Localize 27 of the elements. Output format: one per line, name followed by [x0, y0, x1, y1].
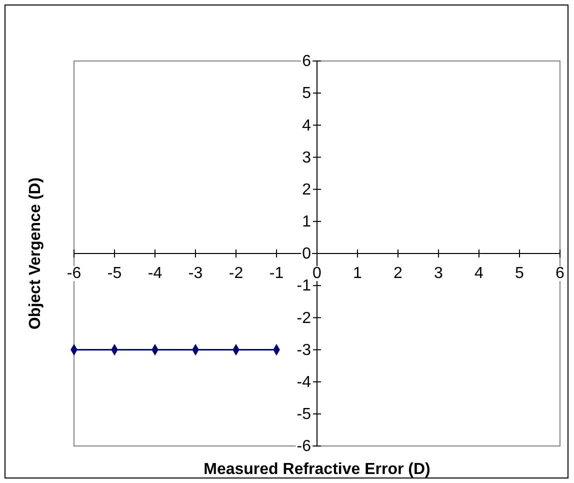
x-tick-label: 1 — [353, 265, 362, 282]
x-tick-label: -4 — [148, 265, 162, 282]
x-tick-label: 2 — [394, 265, 403, 282]
y-tick-label: -6 — [296, 438, 312, 456]
y-axis-title: Object Vergence (D) — [27, 177, 44, 330]
x-tick-label: -6 — [66, 265, 82, 282]
x-tick-label: 5 — [515, 265, 524, 282]
y-tick-label: 6 — [302, 53, 312, 70]
x-tick-label: -1 — [269, 265, 284, 282]
x-tick-label: -2 — [228, 265, 244, 282]
y-tick-label: -5 — [296, 406, 312, 424]
y-tick-label: 4 — [302, 117, 312, 134]
y-tick-label: -4 — [296, 374, 312, 391]
y-tick-label: 5 — [302, 85, 312, 102]
x-tick-label: -5 — [107, 265, 122, 282]
y-tick-label: 2 — [302, 181, 312, 198]
x-tick-label: 6 — [556, 265, 565, 282]
y-tick-label: 0 — [302, 246, 312, 263]
y-tick-label: -2 — [296, 310, 312, 327]
y-tick-label: 3 — [302, 149, 312, 166]
x-axis-title: Measured Refractive Error (D) — [204, 461, 430, 478]
y-tick-label: -1 — [296, 278, 312, 295]
x-tick-label: 4 — [474, 265, 484, 282]
x-tick-label: -3 — [188, 265, 203, 282]
x-tick-label: 3 — [434, 265, 444, 282]
y-tick-label: 1 — [302, 214, 312, 231]
y-tick-label: -3 — [296, 342, 312, 359]
